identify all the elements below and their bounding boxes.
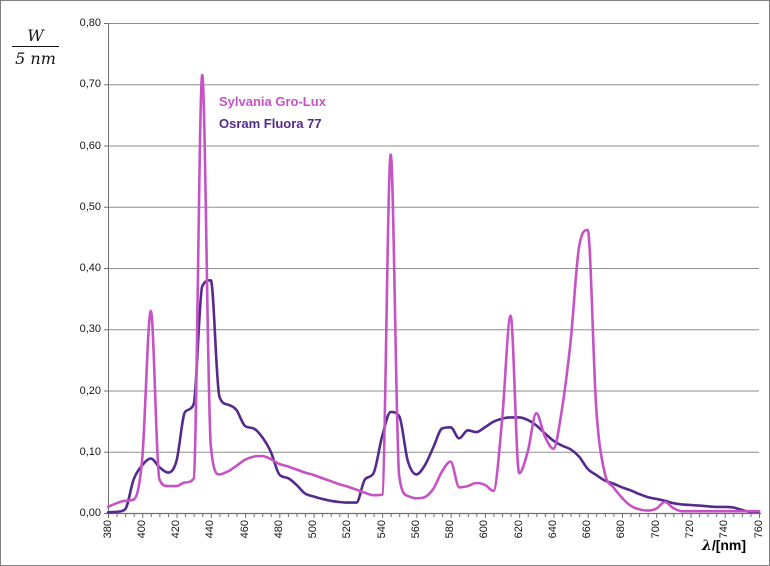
x-tick-label: 620 xyxy=(512,520,525,539)
x-tick-label: 440 xyxy=(204,520,217,539)
y-tick-label: 0,20 xyxy=(79,384,101,397)
y-tick-label: 0,40 xyxy=(79,262,101,274)
x-tick-label: 500 xyxy=(307,520,320,539)
series-line-osram-fluora-77 xyxy=(106,279,761,514)
x-tick-label: 600 xyxy=(478,520,491,539)
x-tick-label: 740 xyxy=(718,520,731,539)
legend: Sylvania Gro-Lux Osram Fluora 77 xyxy=(219,91,326,135)
x-tick-label: 560 xyxy=(409,520,422,539)
x-tick-label: 460 xyxy=(238,520,251,539)
x-tick-label: 540 xyxy=(375,520,388,539)
y-tick-label: 0,80 xyxy=(79,17,101,29)
x-axis-title-unit: /[nm] xyxy=(711,537,747,553)
legend-item-osram-fluora-77: Osram Fluora 77 xyxy=(219,116,322,131)
y-tick-label: 0,00 xyxy=(79,507,101,519)
x-tick-label: 700 xyxy=(649,520,662,539)
y-axis-title-numerator: W xyxy=(27,26,44,45)
y-tick-label: 0,60 xyxy=(79,139,101,152)
y-axis-title: W 5 nm xyxy=(12,26,59,68)
x-tick-label: 720 xyxy=(683,520,696,539)
x-axis-title-lambda: λ xyxy=(702,538,712,554)
y-tick-label: 0,50 xyxy=(79,200,101,213)
x-tick-label: 400 xyxy=(135,520,148,539)
x-tick-label: 640 xyxy=(546,520,559,539)
x-tick-label: 580 xyxy=(444,520,457,539)
series-line-sylvania-gro-lux xyxy=(106,73,761,513)
y-tick-label: 0,70 xyxy=(79,78,101,91)
x-tick-label: 380 xyxy=(101,520,114,539)
x-tick-label: 420 xyxy=(170,520,183,539)
y-tick-label: 0,10 xyxy=(79,445,101,458)
x-tick-label: 680 xyxy=(615,520,628,539)
y-axis-title-denominator: 5 nm xyxy=(12,46,59,68)
legend-item-sylvania-gro-lux: Sylvania Gro-Lux xyxy=(219,94,326,109)
x-tick-label: 660 xyxy=(581,520,594,539)
x-tick-label: 760 xyxy=(752,520,765,539)
y-tick-label: 0,30 xyxy=(79,323,101,336)
x-tick-label: 520 xyxy=(341,520,354,539)
x-axis-title: λ/[nm] xyxy=(702,537,746,554)
x-tick-label: 480 xyxy=(272,520,285,539)
